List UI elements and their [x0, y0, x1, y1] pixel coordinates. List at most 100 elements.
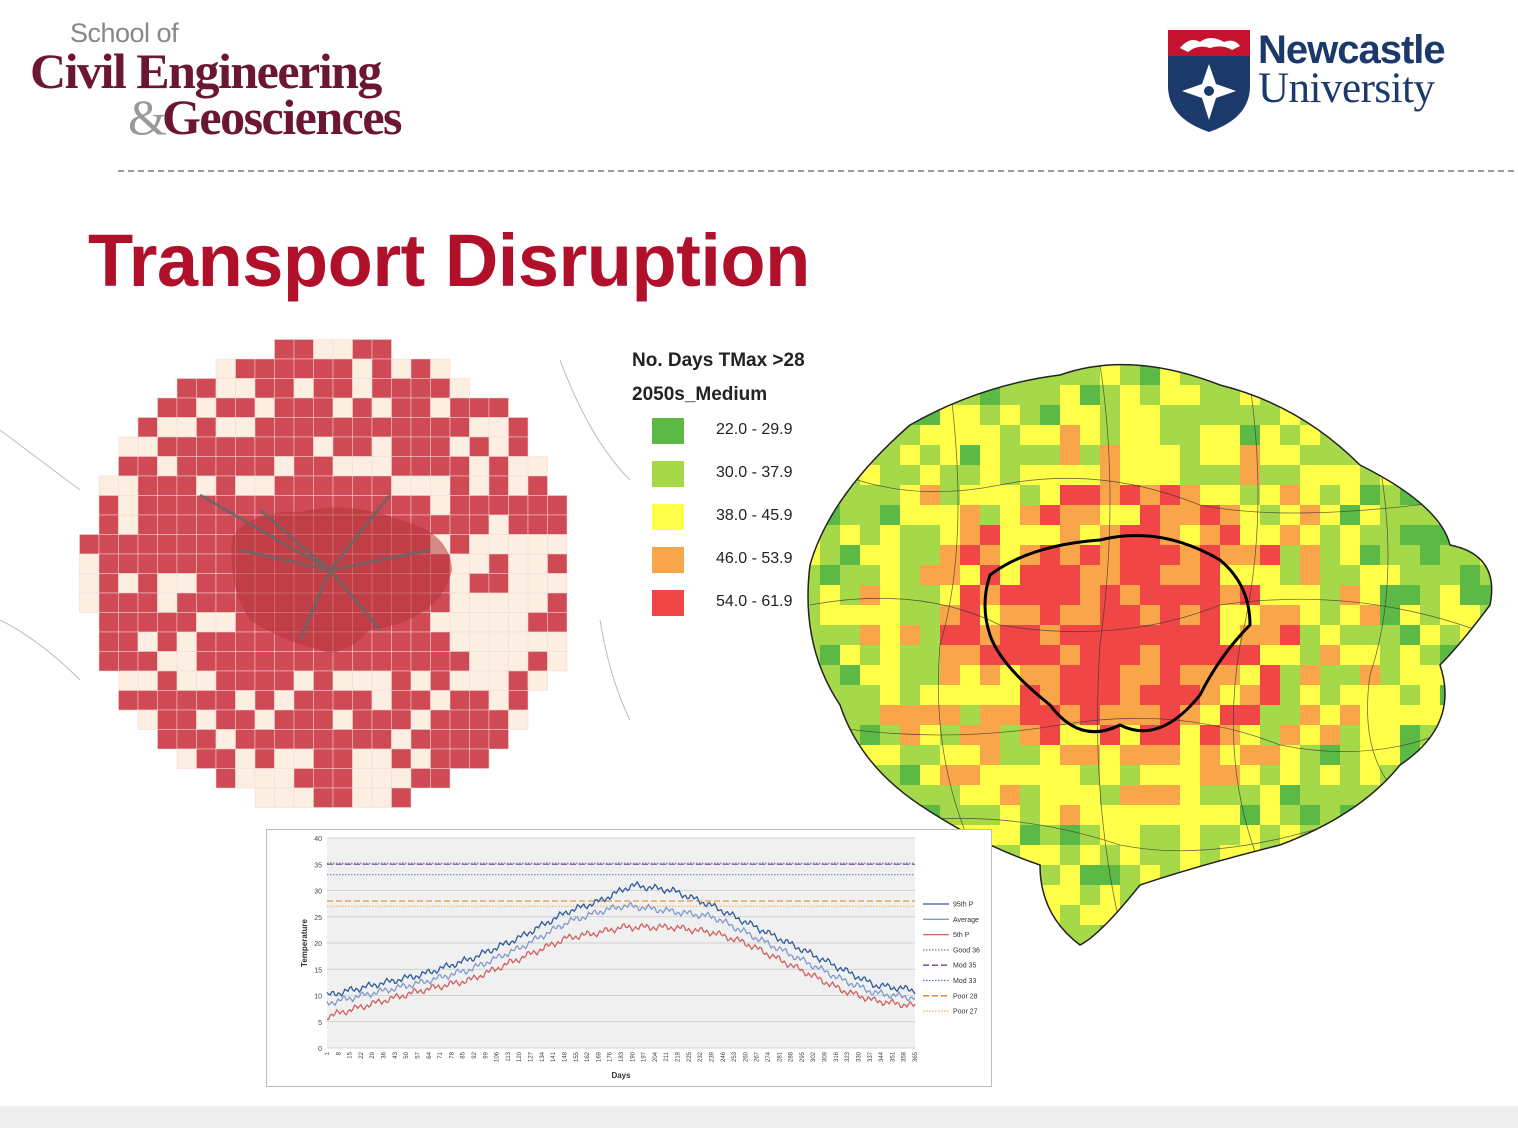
choropleth-cell [1080, 405, 1100, 425]
choropleth-cell [1400, 364, 1420, 365]
choropleth-cell [1280, 925, 1300, 945]
choropleth-cell [1340, 845, 1360, 865]
x-tick-label: 246 [721, 1051, 727, 1062]
choropleth-cell [900, 785, 920, 805]
choropleth-cell [1360, 545, 1380, 565]
choropleth-cell [1060, 505, 1080, 525]
grid-cell [176, 573, 197, 594]
choropleth-cell [1140, 385, 1160, 405]
choropleth-cell [1000, 364, 1020, 365]
grid-cell [449, 456, 470, 477]
grid-cell [137, 573, 158, 594]
grid-cell [118, 534, 139, 555]
choropleth-cell [1260, 485, 1280, 505]
grid-cell [157, 573, 178, 594]
choropleth-cell [1060, 845, 1080, 865]
grid-cell [547, 651, 568, 672]
choropleth-cell [1460, 885, 1480, 905]
choropleth-cell [1120, 364, 1140, 365]
choropleth-cell [1340, 765, 1360, 785]
choropleth-cell [820, 765, 840, 785]
choropleth-cell [1260, 805, 1280, 825]
choropleth-cell [1160, 425, 1180, 445]
choropleth-cell [840, 565, 860, 585]
grid-cell [332, 358, 353, 379]
legend-entry: Poor 27 [953, 1009, 978, 1016]
grid-cell [235, 768, 256, 789]
choropleth-cell [1220, 525, 1240, 545]
choropleth-cell [1440, 785, 1460, 805]
choropleth-cell [1420, 525, 1440, 545]
choropleth-cell [1400, 425, 1420, 445]
choropleth-cell [808, 745, 820, 765]
grid-cell [274, 397, 295, 418]
grid-cell [196, 612, 217, 633]
choropleth-cell [1360, 605, 1380, 625]
choropleth-cell [920, 525, 940, 545]
grid-cell [313, 378, 334, 399]
choropleth-cell [940, 445, 960, 465]
choropleth-cell [820, 445, 840, 465]
choropleth-cell [808, 485, 820, 505]
choropleth-cell [1440, 405, 1460, 425]
choropleth-cell [1320, 885, 1340, 905]
choropleth-cell [1180, 905, 1200, 925]
grid-cell [410, 397, 431, 418]
grid-cell [293, 729, 314, 750]
grid-cell [157, 651, 178, 672]
choropleth-cell [920, 685, 940, 705]
choropleth-cell [808, 405, 820, 425]
choropleth-cell [1460, 845, 1480, 865]
grid-cell [352, 339, 373, 360]
choropleth-cell [1160, 505, 1180, 525]
x-tick-label: 64 [427, 1051, 433, 1058]
choropleth-cell [1140, 805, 1160, 825]
choropleth-cell [1320, 365, 1340, 385]
choropleth-cell [1260, 364, 1280, 365]
choropleth-cell [900, 705, 920, 725]
choropleth-cell [1040, 385, 1060, 405]
choropleth-cell [900, 505, 920, 525]
grid-cell [449, 417, 470, 438]
grid-cell [215, 514, 236, 535]
choropleth-cell [1380, 425, 1400, 445]
choropleth-cell [1420, 785, 1440, 805]
choropleth-cell [1300, 605, 1320, 625]
grid-cell [313, 768, 334, 789]
grid-cell [98, 592, 119, 613]
choropleth-cell [1160, 665, 1180, 685]
choropleth-cell [880, 725, 900, 745]
choropleth-cell [1320, 485, 1340, 505]
choropleth-cell [1160, 925, 1180, 945]
choropleth-cell [1220, 385, 1240, 405]
choropleth-cell [1180, 405, 1200, 425]
x-tick-label: 330 [856, 1051, 862, 1062]
legend-entry: 95th P [953, 902, 974, 909]
grid-cell [254, 670, 275, 691]
grid-cell [196, 573, 217, 594]
choropleth-cell [900, 625, 920, 645]
grid-cell [157, 592, 178, 613]
choropleth-cell [920, 385, 940, 405]
grid-cell [469, 612, 490, 633]
choropleth-cell [960, 805, 980, 825]
choropleth-cell [940, 685, 960, 705]
choropleth-cell [1400, 845, 1420, 865]
grid-cell [332, 768, 353, 789]
choropleth-cell [1320, 785, 1340, 805]
grid-cell [391, 690, 412, 711]
choropleth-cell [1360, 885, 1380, 905]
choropleth-cell [880, 645, 900, 665]
choropleth-cell [1240, 505, 1260, 525]
choropleth-cell [1400, 925, 1420, 945]
choropleth-cell [940, 425, 960, 445]
choropleth-cell [1200, 945, 1220, 946]
choropleth-cell [920, 585, 940, 605]
choropleth-cell [1260, 625, 1280, 645]
grid-cell [196, 709, 217, 730]
grid-cell [469, 729, 490, 750]
x-axis-label: Days [611, 1071, 631, 1080]
choropleth-cell [1060, 545, 1080, 565]
choropleth-cell [1180, 825, 1200, 845]
grid-cell [98, 651, 119, 672]
